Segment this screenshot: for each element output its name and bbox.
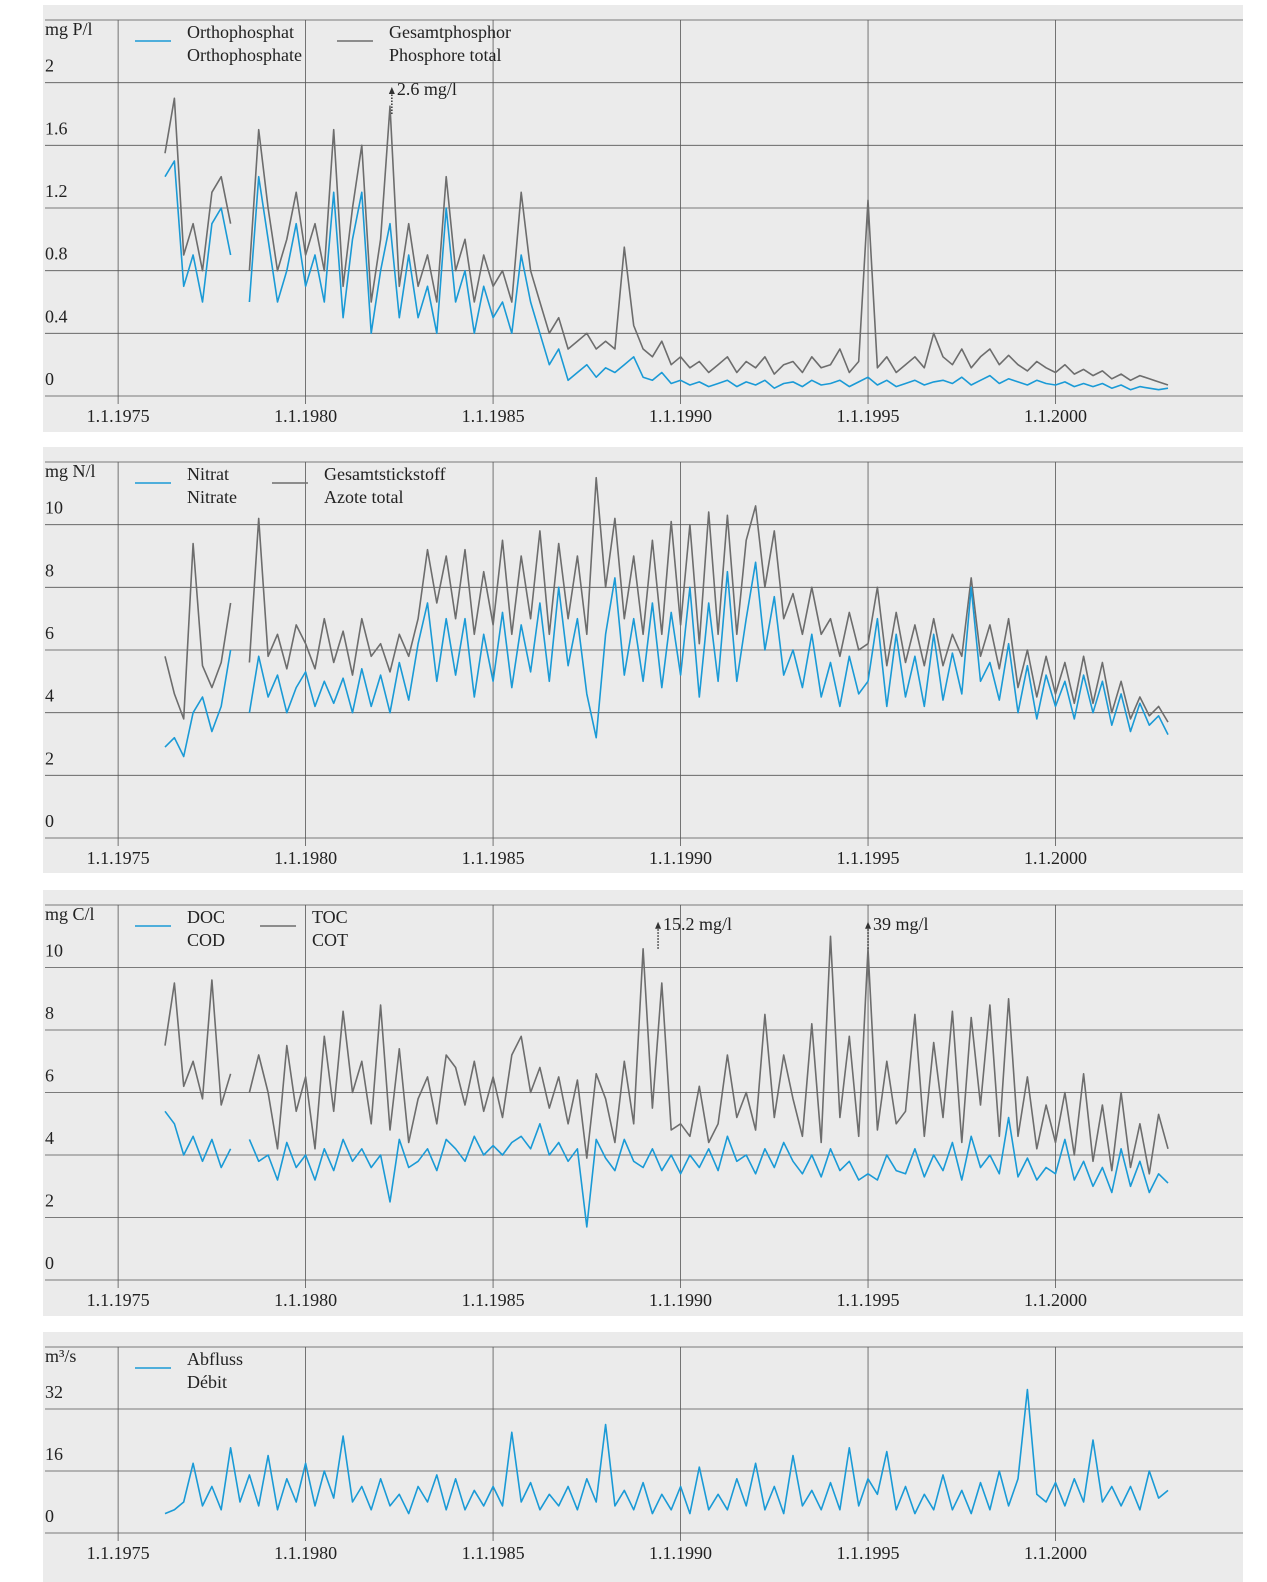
legend-label: TOC	[312, 907, 348, 927]
y-tick-label: 0	[45, 1506, 54, 1526]
x-tick-label: 1.1.1975	[87, 1290, 150, 1310]
legend-label: Phosphore total	[389, 45, 502, 65]
panel-background	[43, 5, 1243, 432]
x-tick-label: 1.1.1985	[462, 848, 525, 868]
series-line	[164, 97, 1169, 386]
y-tick-label: 1.6	[45, 118, 68, 138]
y-tick-label: 8	[45, 560, 54, 580]
y-tick-label: 6	[45, 623, 54, 643]
x-tick-label: 1.1.1980	[274, 1290, 337, 1310]
y-tick-label: 6	[45, 1066, 54, 1086]
y-tick-label: 2	[45, 1191, 54, 1211]
legend-label: Orthophosphate	[187, 45, 302, 65]
y-axis-unit: mg N/l	[45, 461, 96, 481]
legend-label: Nitrate	[187, 487, 237, 507]
y-axis-unit: mg P/l	[45, 19, 93, 39]
series-line	[164, 561, 1169, 758]
y-tick-label: 0.8	[45, 244, 68, 264]
y-tick-label: 0	[45, 811, 54, 831]
y-tick-label: 2	[45, 748, 54, 768]
legend-label: COD	[187, 930, 225, 950]
x-tick-label: 1.1.2000	[1024, 848, 1087, 868]
y-axis-unit: mg C/l	[45, 904, 95, 924]
x-tick-label: 1.1.1995	[837, 1290, 900, 1310]
legend-label: DOC	[187, 907, 225, 927]
x-tick-label: 1.1.1990	[649, 848, 712, 868]
y-tick-label: 16	[45, 1444, 63, 1464]
legend-label: Nitrat	[187, 464, 229, 484]
annotation-text: 2.6 mg/l	[397, 79, 457, 99]
x-tick-label: 1.1.1990	[649, 406, 712, 426]
x-tick-label: 1.1.1980	[274, 848, 337, 868]
y-tick-label: 0	[45, 1253, 54, 1273]
y-tick-label: 0.4	[45, 306, 68, 326]
y-tick-label: 32	[45, 1382, 63, 1402]
y-tick-label: 8	[45, 1003, 54, 1023]
x-tick-label: 1.1.1985	[462, 406, 525, 426]
legend-label: Débit	[187, 1372, 227, 1392]
panel-background	[43, 1332, 1243, 1582]
annotation-arrowhead	[388, 87, 395, 94]
legend-label: Orthophosphat	[187, 22, 294, 42]
y-tick-label: 4	[45, 686, 54, 706]
x-tick-label: 1.1.1980	[274, 1543, 337, 1563]
annotation-arrowhead	[865, 921, 872, 929]
x-tick-label: 1.1.1985	[462, 1543, 525, 1563]
y-tick-label: 10	[45, 498, 63, 518]
y-axis-unit: m³/s	[45, 1346, 76, 1366]
annotation-text: 15.2 mg/l	[663, 914, 732, 934]
y-tick-label: 2	[45, 56, 54, 76]
legend-label: Gesamtstickstoff	[324, 464, 446, 484]
y-tick-label: 4	[45, 1128, 54, 1148]
legend-label: Azote total	[324, 487, 403, 507]
legend-label: Abfluss	[187, 1349, 243, 1369]
annotation-arrowhead	[655, 921, 662, 929]
y-tick-label: 0	[45, 369, 54, 389]
series-line	[164, 476, 1169, 723]
x-tick-label: 1.1.1975	[87, 848, 150, 868]
annotation-text: 39 mg/l	[873, 914, 929, 934]
x-tick-label: 1.1.1990	[649, 1543, 712, 1563]
x-tick-label: 1.1.2000	[1024, 1543, 1087, 1563]
x-tick-label: 1.1.1985	[462, 1290, 525, 1310]
legend-label: COT	[312, 930, 348, 950]
legend-label: Gesamtphosphor	[389, 22, 511, 42]
series-line	[164, 1388, 1169, 1515]
x-tick-label: 1.1.1990	[649, 1290, 712, 1310]
x-tick-label: 1.1.2000	[1024, 406, 1087, 426]
y-tick-label: 1.2	[45, 181, 68, 201]
x-tick-label: 1.1.1975	[87, 1543, 150, 1563]
x-tick-label: 1.1.1975	[87, 406, 150, 426]
series-line	[164, 935, 1169, 1175]
panel-background	[43, 447, 1243, 873]
x-tick-label: 1.1.1980	[274, 406, 337, 426]
series-line	[164, 160, 1169, 391]
x-tick-label: 1.1.2000	[1024, 1290, 1087, 1310]
x-tick-label: 1.1.1995	[837, 1543, 900, 1563]
series-line	[164, 1110, 1169, 1228]
y-tick-label: 10	[45, 941, 63, 961]
x-tick-label: 1.1.1995	[837, 406, 900, 426]
x-tick-label: 1.1.1995	[837, 848, 900, 868]
